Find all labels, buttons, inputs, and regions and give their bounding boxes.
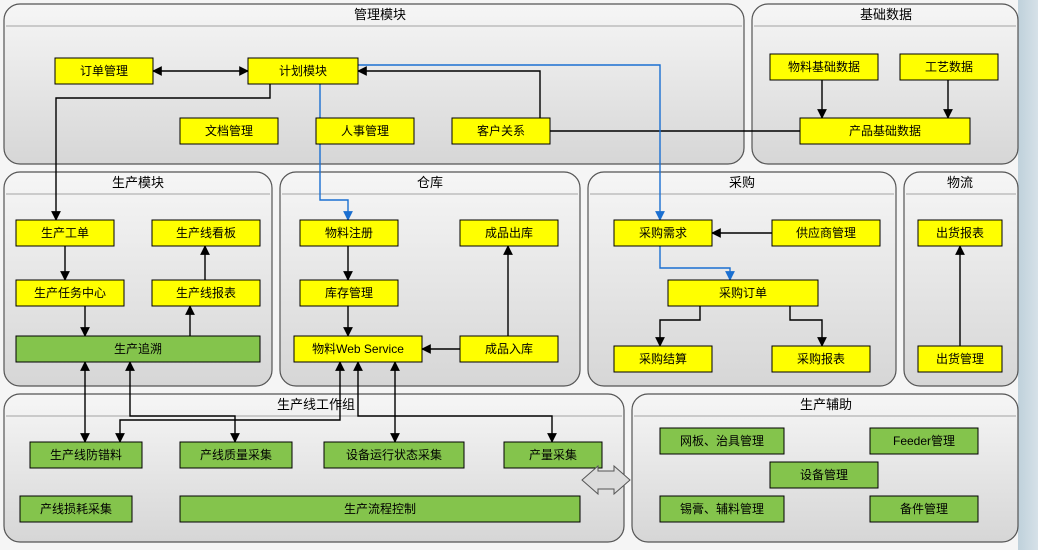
node-label-stock: 库存管理: [325, 285, 373, 300]
panel-title-aux: 生产辅助: [800, 397, 852, 412]
node-label-trace: 生产追溯: [114, 341, 162, 356]
node-label-losscoll: 产线损耗采集: [40, 501, 112, 516]
node-label-stencil: 网板、治具管理: [680, 433, 764, 448]
panel-title-wh: 仓库: [417, 175, 443, 190]
node-label-yieldcoll: 产量采集: [529, 447, 577, 462]
node-label-settle: 采购结算: [639, 351, 687, 366]
node-label-wo: 生产工单: [41, 226, 89, 240]
node-label-qcoll: 产线质量采集: [200, 447, 272, 462]
panel-title-base: 基础数据: [860, 7, 912, 22]
node-label-linerep: 生产线报表: [176, 285, 236, 300]
node-label-plan: 计划模块: [279, 64, 327, 78]
node-label-preq: 采购需求: [639, 225, 687, 240]
node-label-doc: 文档管理: [205, 123, 253, 138]
node-label-matweb: 物料Web Service: [312, 342, 404, 356]
node-label-shipmgmt: 出货管理: [936, 351, 984, 366]
node-label-mat_base: 物料基础数据: [788, 59, 860, 74]
panel-title-prod: 生产模块: [112, 175, 164, 190]
node-label-paste: 锡膏、辅料管理: [680, 501, 764, 516]
node-label-errproof: 生产线防错料: [50, 447, 122, 462]
panel-title-workgrp: 生产线工作组: [277, 397, 355, 412]
node-label-supp: 供应商管理: [796, 225, 856, 240]
node-label-po: 采购订单: [719, 285, 767, 300]
node-label-feeder: Feeder管理: [893, 433, 955, 448]
panel-title-purch: 采购: [729, 175, 755, 190]
node-label-taskc: 生产任务中心: [34, 285, 106, 300]
panel-title-logi: 物流: [947, 175, 973, 190]
node-label-devstat: 设备运行状态采集: [346, 447, 442, 462]
node-label-prod_base: 产品基础数据: [849, 123, 921, 138]
node-label-devmgmt: 设备管理: [800, 467, 848, 482]
node-label-matreg: 物料注册: [325, 225, 373, 240]
node-label-fgin: 成品入库: [485, 341, 533, 356]
node-label-spare: 备件管理: [900, 501, 948, 516]
node-label-fgout: 成品出库: [485, 225, 533, 240]
node-label-hr: 人事管理: [341, 123, 389, 138]
node-label-order: 订单管理: [80, 63, 128, 78]
node-label-shiprep: 出货报表: [936, 225, 984, 240]
node-label-prep: 采购报表: [797, 351, 845, 366]
node-label-kanban: 生产线看板: [176, 226, 236, 240]
node-label-tech: 工艺数据: [925, 59, 973, 74]
node-label-crm: 客户关系: [477, 123, 525, 138]
node-label-flowctrl: 生产流程控制: [344, 501, 416, 516]
panel-title-mgmt: 管理模块: [354, 7, 406, 22]
